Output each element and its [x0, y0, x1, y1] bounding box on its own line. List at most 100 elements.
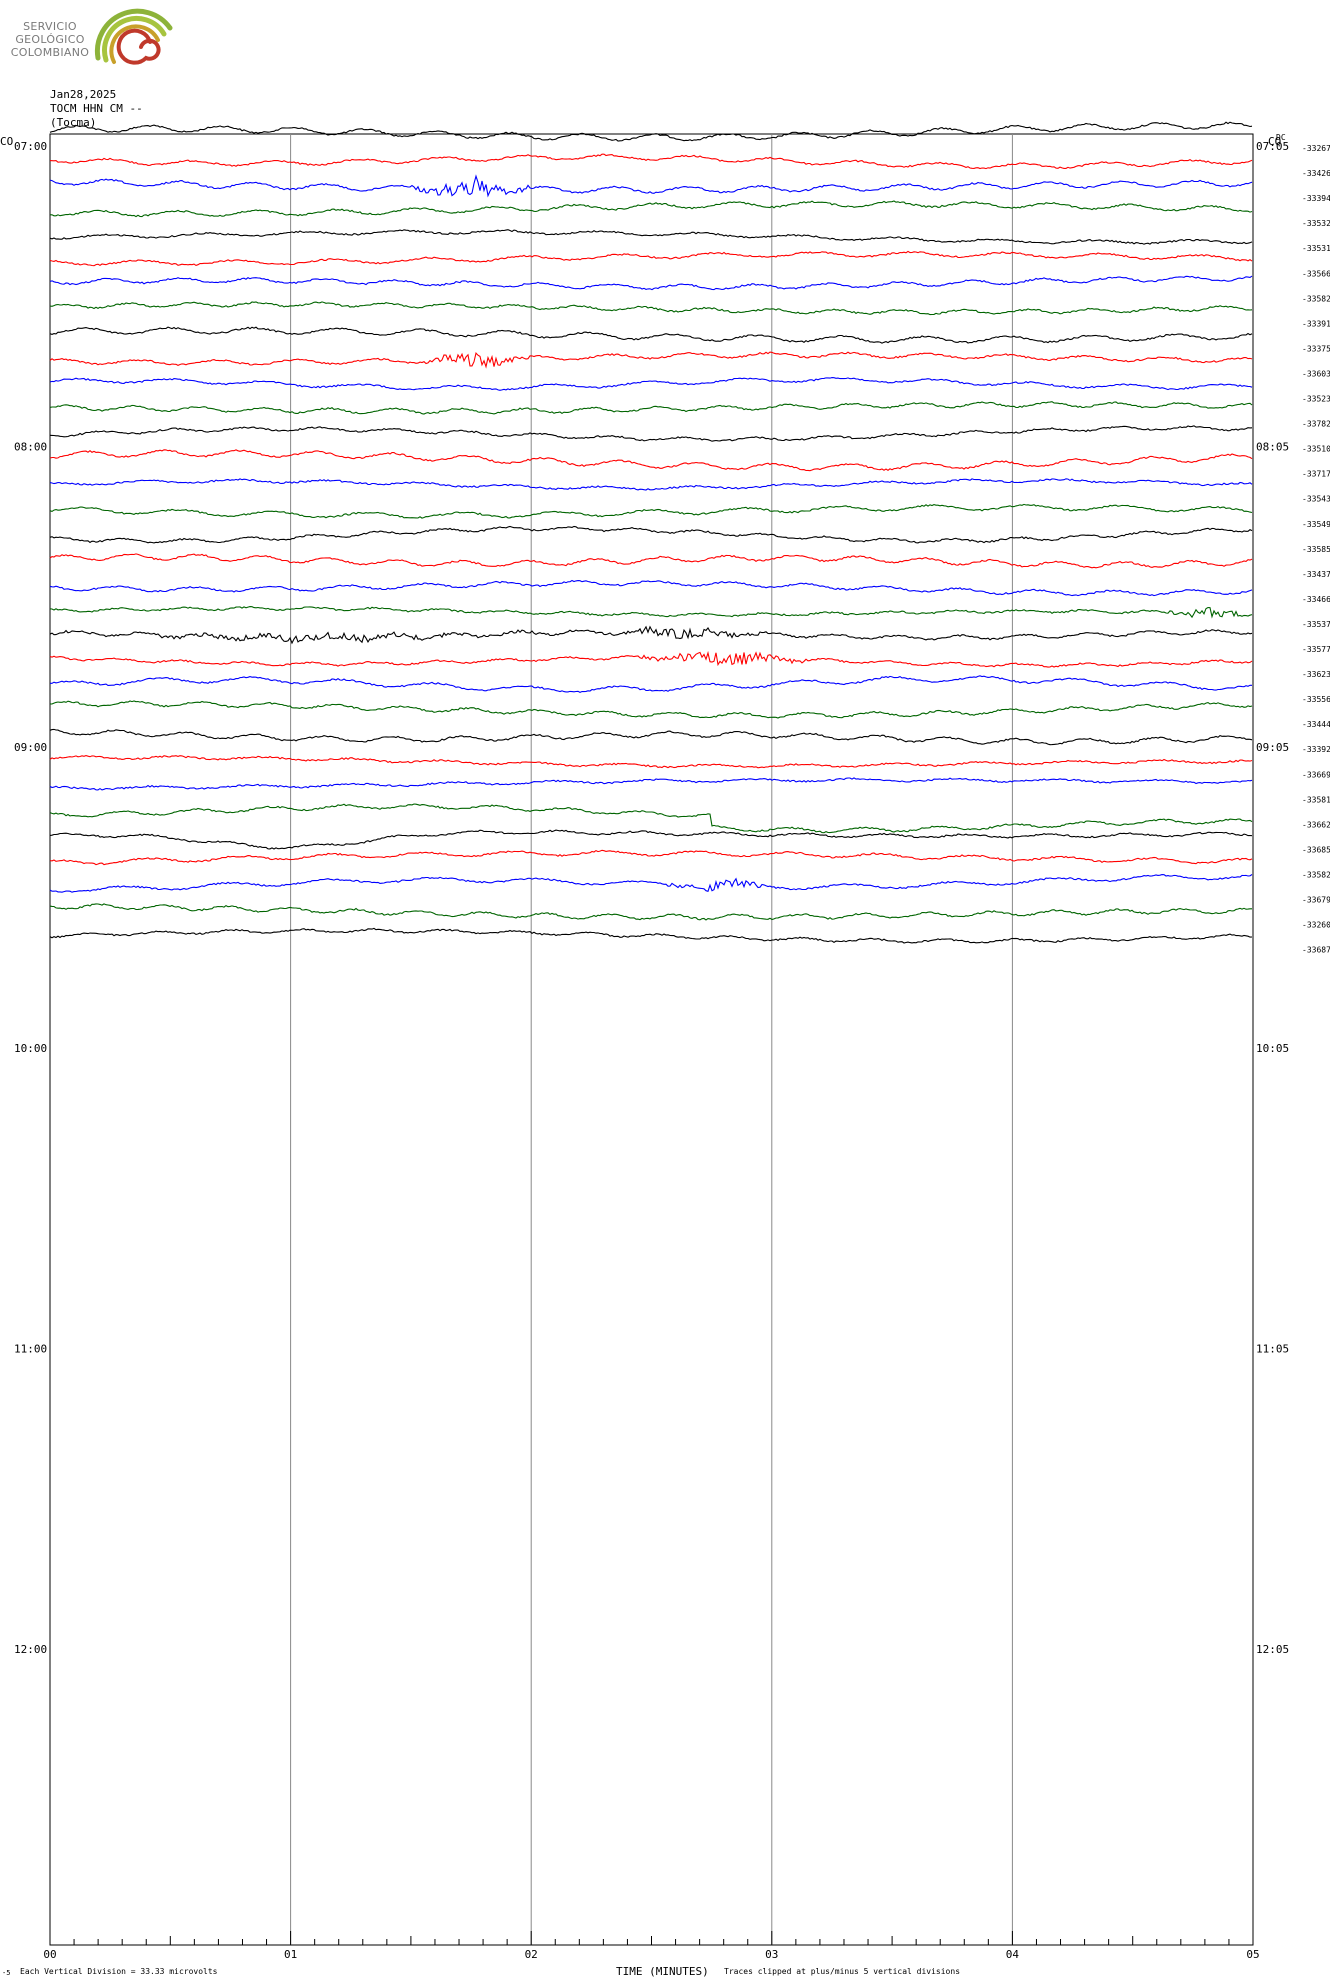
seismic-trace [49, 301, 1253, 316]
seismic-trace [49, 803, 1253, 834]
dc-offset-label: -33679 [1302, 896, 1330, 905]
x-axis-title: TIME (MINUTES) [616, 1965, 709, 1978]
dc-offset-label: -33581 [1302, 795, 1330, 804]
dc-header-label: DC [1276, 133, 1286, 142]
seismic-trace [49, 650, 1253, 668]
seismic-trace [49, 275, 1253, 291]
right-time-label: 07:05 [1256, 140, 1289, 153]
plot-frame [49, 133, 1254, 1946]
station-code: TOCM HHN CM -- [50, 102, 143, 115]
dc-offset-label: -33556 [1302, 695, 1330, 704]
dc-offset-label: -33532 [1302, 219, 1330, 228]
dc-offset-label: -33394 [1302, 194, 1330, 203]
dc-offset-label: -33685 [1302, 845, 1330, 854]
clip-note: Traces clipped at plus/minus 5 vertical … [724, 1967, 960, 1976]
seismic-trace [49, 153, 1253, 170]
dc-offset-label: -33391 [1302, 319, 1330, 328]
dc-offset-label: -33669 [1302, 770, 1330, 779]
seismic-trace [49, 829, 1253, 850]
seismic-trace [49, 503, 1253, 519]
seismic-trace [49, 478, 1253, 491]
left-time-label: 07:00 [14, 140, 47, 153]
x-tick-label: 02 [525, 1948, 538, 1961]
right-time-label: 10:05 [1256, 1042, 1289, 1055]
left-time-label: 12:00 [14, 1643, 47, 1656]
dc-offset-label: -33687 [1302, 946, 1330, 955]
x-tick-label: 03 [765, 1948, 778, 1961]
x-tick-label: 01 [284, 1948, 297, 1961]
seismic-trace [49, 606, 1253, 619]
seismic-trace [49, 700, 1253, 719]
seismic-trace [50, 675, 1252, 694]
logo-text-line3: COLOMBIANO [10, 46, 90, 59]
dc-offset-label: -33662 [1302, 820, 1330, 829]
right-time-label: 09:05 [1256, 741, 1289, 754]
dc-offset-label: -33782 [1302, 420, 1330, 429]
dc-offset-label: -33426 [1302, 169, 1330, 178]
dc-offset-label: -33577 [1302, 645, 1330, 654]
dc-offset-label: -33566 [1302, 269, 1330, 278]
dc-offset-label: -33392 [1302, 745, 1330, 754]
right-time-label: 08:05 [1256, 441, 1289, 454]
x-tick-label: 00 [43, 1948, 56, 1961]
left-time-label: 08:00 [14, 441, 47, 454]
seismic-trace [49, 927, 1253, 944]
dc-offset-label: -33585 [1302, 545, 1330, 554]
dc-offset-label: -33549 [1302, 520, 1330, 529]
seismic-trace [49, 401, 1253, 415]
dc-offset-label: -33260 [1302, 921, 1330, 930]
dc-offset-label: -33444 [1302, 720, 1330, 729]
seismic-trace [49, 553, 1253, 569]
seismic-trace [49, 579, 1253, 597]
sgc-logo-icon [94, 8, 173, 65]
seismic-trace [49, 525, 1253, 544]
logo-text-line2: GEOLÓGICO [15, 33, 85, 46]
seismic-trace [49, 174, 1253, 198]
seismic-trace [49, 755, 1253, 769]
seismic-trace [49, 849, 1253, 866]
corner-label-left: CO [0, 135, 13, 148]
dc-offset-label: -33510 [1302, 445, 1330, 454]
seismic-trace [50, 200, 1253, 218]
corner-label-right: CO [1268, 135, 1281, 148]
x-tick-label: 04 [1006, 1948, 1020, 1961]
plot-grid [49, 133, 1254, 1946]
dc-offset-label: -33531 [1302, 244, 1330, 253]
left-time-label: 10:00 [14, 1042, 47, 1055]
corner-mark: -5 [2, 1969, 10, 1977]
record-date: Jan28,2025 [50, 88, 117, 101]
logo-text-line1: SERVICIO [23, 20, 77, 33]
seismic-trace [49, 449, 1253, 472]
dc-offset-label: -33537 [1302, 620, 1330, 629]
seismic-trace [49, 625, 1253, 645]
dc-offset-label: -33623 [1302, 670, 1330, 679]
seismic-trace [49, 351, 1253, 369]
dc-offset-label: -33267 [1302, 144, 1330, 153]
right-time-label: 12:05 [1256, 1643, 1289, 1656]
dc-offset-label: -33437 [1302, 570, 1330, 579]
seismic-trace [49, 229, 1253, 245]
dc-offset-label: -33523 [1302, 395, 1330, 404]
seismic-trace [49, 903, 1252, 921]
dc-offset-label: -33543 [1302, 495, 1330, 504]
scale-note: Each Vertical Division = 33.33 microvolt… [20, 1967, 218, 1976]
dc-offset-label: -33375 [1302, 344, 1330, 353]
seismic-traces [49, 121, 1253, 944]
dc-offset-label: -33582 [1302, 870, 1330, 879]
left-time-label: 09:00 [14, 741, 47, 754]
seismic-trace [49, 777, 1253, 791]
dc-offset-label: -33582 [1302, 294, 1330, 303]
left-time-label: 11:00 [14, 1342, 47, 1355]
x-tick-label: 05 [1246, 1948, 1259, 1961]
plot-labels: 00 01 02 03 04 05 07:00 08:00 09:00 10:00 11:00 12:… [0, 133, 1330, 1978]
dc-offset-label: -33466 [1302, 595, 1330, 604]
seismic-trace [49, 425, 1253, 442]
seismic-trace [49, 728, 1253, 746]
dc-offset-label: -33603 [1302, 369, 1330, 378]
seismic-trace [49, 121, 1253, 142]
seismic-trace [49, 250, 1253, 267]
right-time-label: 11:05 [1256, 1342, 1289, 1355]
seismic-trace [49, 874, 1253, 893]
dc-offset-label: -33717 [1302, 470, 1330, 479]
